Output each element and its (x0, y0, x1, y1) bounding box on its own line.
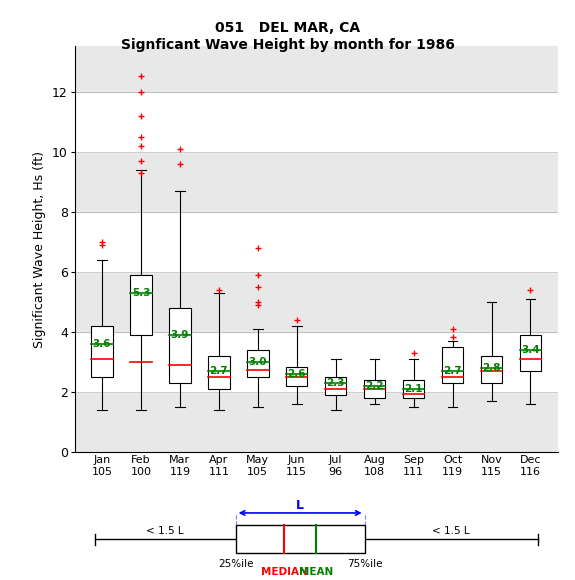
Bar (75, 212, 558, 272)
Text: 3.9: 3.9 (171, 330, 189, 340)
Bar (75, 332, 558, 392)
Bar (325, 377, 347, 395)
Bar (75, 151, 558, 212)
Text: < 1.5 L: < 1.5 L (432, 526, 470, 536)
Text: 051   DEL MAR, CA: 051 DEL MAR, CA (215, 21, 360, 35)
Text: 25%ile: 25%ile (218, 559, 254, 569)
Text: 75%ile: 75%ile (347, 559, 382, 569)
Bar (403, 380, 424, 398)
Text: 2.1: 2.1 (404, 384, 423, 394)
Text: 2.8: 2.8 (482, 363, 501, 373)
Bar (520, 335, 541, 371)
Bar (91, 326, 113, 377)
Bar (75, 46, 558, 92)
Bar (481, 356, 502, 383)
Bar (75, 272, 558, 332)
Text: 3.6: 3.6 (93, 339, 112, 349)
Text: < 1.5 L: < 1.5 L (147, 526, 184, 536)
Text: 2.7: 2.7 (209, 366, 228, 376)
Text: 2.7: 2.7 (443, 366, 462, 376)
Bar (364, 380, 385, 398)
Bar (208, 356, 229, 389)
Text: MEDIAN: MEDIAN (260, 567, 308, 577)
Text: MEAN: MEAN (299, 567, 333, 577)
Text: 5.3: 5.3 (132, 288, 150, 298)
Y-axis label: Significant Wave Height, Hs (ft): Significant Wave Height, Hs (ft) (33, 151, 47, 348)
Bar (131, 275, 152, 335)
Bar (442, 347, 463, 383)
Text: 2.6: 2.6 (288, 369, 306, 379)
Text: Signficant Wave Height by month for 1986: Signficant Wave Height by month for 1986 (121, 38, 454, 52)
Bar (75, 92, 558, 151)
Bar (286, 367, 308, 386)
Text: 2.2: 2.2 (366, 381, 384, 392)
Bar (169, 308, 191, 383)
Text: 3.0: 3.0 (248, 357, 267, 367)
Bar (247, 350, 269, 377)
Bar (236, 525, 365, 553)
Text: 2.3: 2.3 (327, 378, 345, 388)
Text: L: L (296, 499, 304, 512)
Text: 3.4: 3.4 (521, 345, 540, 355)
